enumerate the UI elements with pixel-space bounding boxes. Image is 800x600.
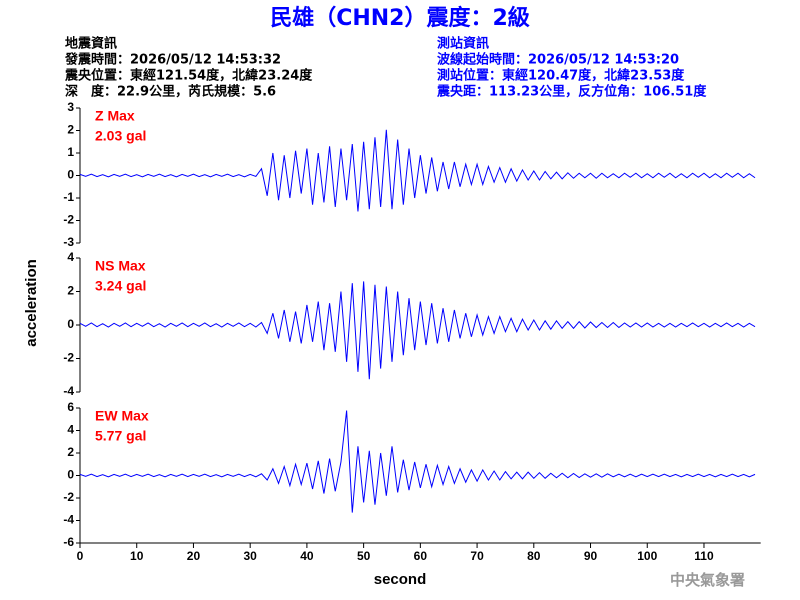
x-tick-label: 30	[243, 549, 257, 563]
max-annotation: 5.77 gal	[95, 428, 146, 444]
y-tick-label: -3	[63, 235, 74, 249]
x-tick-label: 110	[694, 549, 714, 563]
y-tick-label: -6	[63, 535, 74, 549]
info-line: 深 度：22.9公里，芮氏規模：5.6	[65, 84, 276, 100]
max-annotation: Z Max	[95, 108, 135, 124]
x-tick-label: 10	[130, 549, 144, 563]
y-tick-label: -1	[63, 190, 74, 204]
y-tick-label: 0	[67, 468, 74, 482]
y-tick-label: 6	[67, 400, 74, 414]
footer-credit: 中央氣象署	[670, 571, 745, 589]
info-line: 發震時間：2026/05/12 14:53:32	[64, 52, 281, 68]
waveform	[79, 129, 756, 212]
max-annotation: EW Max	[95, 408, 149, 424]
y-tick-label: 2	[67, 284, 74, 298]
x-tick-label: 100	[637, 549, 657, 563]
y-tick-label: 2	[67, 123, 74, 137]
max-annotation: 3.24 gal	[95, 278, 146, 294]
y-tick-label: -2	[63, 213, 74, 227]
x-tick-label: 60	[414, 549, 428, 563]
waveform	[79, 410, 756, 513]
x-axis-label: second	[374, 571, 427, 588]
y-tick-label: 4	[67, 423, 74, 437]
x-tick-label: 20	[187, 549, 201, 563]
x-tick-label: 0	[77, 549, 84, 563]
y-tick-label: -4	[63, 513, 74, 527]
x-tick-label: 50	[357, 549, 371, 563]
y-tick-label: -4	[63, 384, 74, 398]
x-tick-label: 40	[300, 549, 314, 563]
y-tick-label: 3	[67, 100, 74, 114]
y-tick-label: 1	[67, 145, 74, 159]
x-tick-label: 70	[470, 549, 484, 563]
y-tick-label: -2	[63, 351, 74, 365]
info-line: 測站位置：東經120.47度，北緯23.53度	[437, 68, 685, 84]
y-tick-label: 0	[67, 317, 74, 331]
y-tick-label: 0	[67, 168, 74, 182]
max-annotation: NS Max	[95, 258, 146, 274]
waveform	[79, 281, 756, 380]
y-axis-label: acceleration	[23, 259, 40, 347]
y-tick-label: -2	[63, 490, 74, 504]
info-line: 波線起始時間：2026/05/12 14:53:20	[437, 52, 679, 68]
y-tick-label: 4	[67, 250, 74, 264]
info-line: 震央位置：東經121.54度，北緯23.24度	[64, 68, 313, 84]
info-line: 震央距：113.23公里，反方位角：106.51度	[436, 84, 707, 100]
max-annotation: 2.03 gal	[95, 128, 146, 144]
x-tick-label: 90	[584, 549, 598, 563]
info-line: 地震資訊	[65, 36, 117, 52]
x-tick-label: 80	[527, 549, 541, 563]
info-line: 測站資訊	[437, 36, 489, 52]
y-tick-label: 2	[67, 445, 74, 459]
chart-title: 民雄（CHN2）震度：2級	[270, 5, 530, 31]
